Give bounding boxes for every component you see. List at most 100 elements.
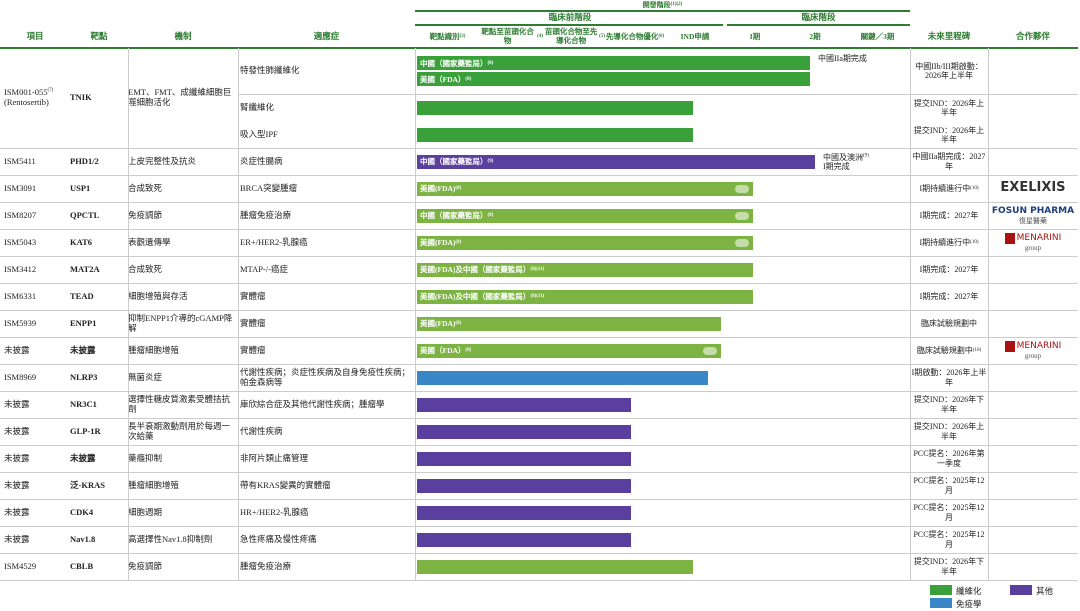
target: QPCTL [70,209,100,220]
pipeline-bar: 中國（國家藥監局） (8) [417,208,753,223]
footnote-mark: (7) [47,88,54,94]
pipeline-bar: 美國(FDA) (8) [417,235,753,250]
stage-header: I期 [725,26,785,48]
milestone-text: I期完成：2027年 [919,210,979,220]
stage-label: 苗頭化合物至先導化合物 [544,27,598,45]
pipeline-bar: 美國(FDA)及中國（國家藥監局） (8)(11) [417,289,753,304]
note-text: 中國IIa期完成 [818,54,867,63]
legend-label: 纖維化 [956,586,982,596]
project: 未披露 [4,337,70,364]
note-line: 中國IIa期完成 [818,54,867,64]
project-text: ISM8207 [4,209,37,220]
milestone-text: I期持續進行中 [919,237,971,247]
project: ISM5939 [4,310,70,337]
indication: BRCA突變腫瘤 [240,182,298,193]
pipeline-bar [417,397,631,412]
footnote-mark: (8) [487,60,494,66]
pipeline-bar [417,478,631,493]
partner-sub: group [1024,351,1042,360]
row-line [0,553,1078,554]
target: GLP-1R [70,425,101,436]
project-text: ISM6331 [4,290,37,301]
mechanism: 細胞週期 [128,506,163,517]
target: TEAD [70,290,94,301]
row-line [0,526,1078,527]
indication: 代謝性疾病；炎症性疾病及自身免疫性疾病；帕金森病等 [240,366,411,387]
pipeline-bar [417,424,631,439]
stage-header: 靶點至苗頭化合物 (4) [478,26,543,48]
project: 未披露 [4,526,70,553]
mechanism: 藥癮抑制 [128,452,163,463]
pipeline-bar [417,505,631,520]
footnote-mark: (8) [455,240,462,245]
milestone: 中國IIb/III期啟動：2026年上半年 [910,48,988,94]
target: PHD1/2 [70,155,99,166]
pipeline-bar: 中國（國家藥監局） (9) [417,154,815,169]
note-text: 中國及澳洲 [823,152,863,162]
footnote-mark: (8) [455,321,462,326]
milestone: PCC提名：2025年12月 [910,499,988,526]
footnote-mark: (9) [863,152,869,158]
mechanism: 選擇性糖皮質激素受體拮抗劑 [128,393,231,414]
row-line [0,418,1078,419]
row-line [0,391,1078,392]
stage-label: 關鍵／3期 [860,31,895,41]
mechanism: 上皮完整性及抗炎 [128,155,197,166]
target: 泛-KRAS [70,479,105,490]
milestone-text: PCC提名：2025年12月 [913,476,985,495]
mechanism: 合成致死 [128,263,163,274]
milestone-text: I期啟動：2026年上半年 [911,368,987,387]
indication: 腎纖維化 [240,102,275,113]
header-line [0,47,1078,49]
milestone: PCC提名：2026年第一季度 [910,445,988,472]
row-line [0,472,1078,473]
milestone-text: 提交IND：2026年上半年 [913,125,985,144]
mechanism: 表觀遺傳學 [128,236,171,247]
footnote-mark: (8) [455,186,462,191]
stage-header: 靶點識別 (3) [417,26,478,48]
row-line [0,283,1078,284]
footnote-mark: (3) [459,34,466,40]
milestone: I期完成：2027年 [910,202,988,229]
column-header: 機制 [174,31,192,42]
project-name: ISM5411 [4,156,36,167]
project-name: 未披露 [4,398,30,410]
project-alias: (Rentosertib) [4,97,49,107]
project: ISM3412 [4,256,70,283]
row-line [0,310,1078,311]
footnote-mark: (8)(11) [530,294,545,299]
mechanism: 無菌炎症 [128,371,163,382]
project-name: 未披露 [4,534,30,545]
row-line [0,175,1078,176]
column-header: 適應症 [313,31,340,42]
bar-label: 中國（國家藥監局） [420,211,488,220]
project-name: ISM4529 [4,561,36,572]
indication: 急性疼痛及慢性疼痛 [240,533,317,544]
bar-note: 中國IIa期完成 [818,54,867,64]
mechanism: 高選擇性Nav1.8抑制劑 [128,533,213,544]
pipeline-bar: 中國（國家藥監局） (8) [417,56,810,70]
column-line [988,48,989,580]
project-text: 未披露 [4,398,30,409]
milestone-text: 提交IND：2026年下半年 [913,395,985,414]
note-line: 中國及澳洲(9) [823,153,869,163]
partner: MENARINI group [988,229,1078,256]
column-header: 靶點 [90,31,108,42]
target: KAT6 [70,236,93,247]
row-line [0,337,1078,338]
partnership-icon [735,211,749,220]
column-line [238,48,239,580]
pipeline-bar [417,101,693,115]
note-line: I期完成 [823,162,850,172]
project-name: ISM3412 [4,263,37,275]
milestone-text: I期持續進行中 [919,183,971,193]
bar-label: 美國（FDA） [420,346,466,355]
project-name: ISM001-055(7) [4,87,54,98]
milestone-text: I期完成：2027年 [919,264,979,274]
mechanism: 腫瘤細胞增殖 [128,479,180,490]
project-text: ISM3412 [4,263,37,274]
pipeline-bar: 美國(FDA) (8) [417,316,721,331]
milestone-text: 中國IIb/III期啟動：2026年上半年 [915,61,983,80]
bar-note: 中國及澳洲(9) I期完成 [823,153,869,172]
partner-sub: group [1024,243,1042,252]
